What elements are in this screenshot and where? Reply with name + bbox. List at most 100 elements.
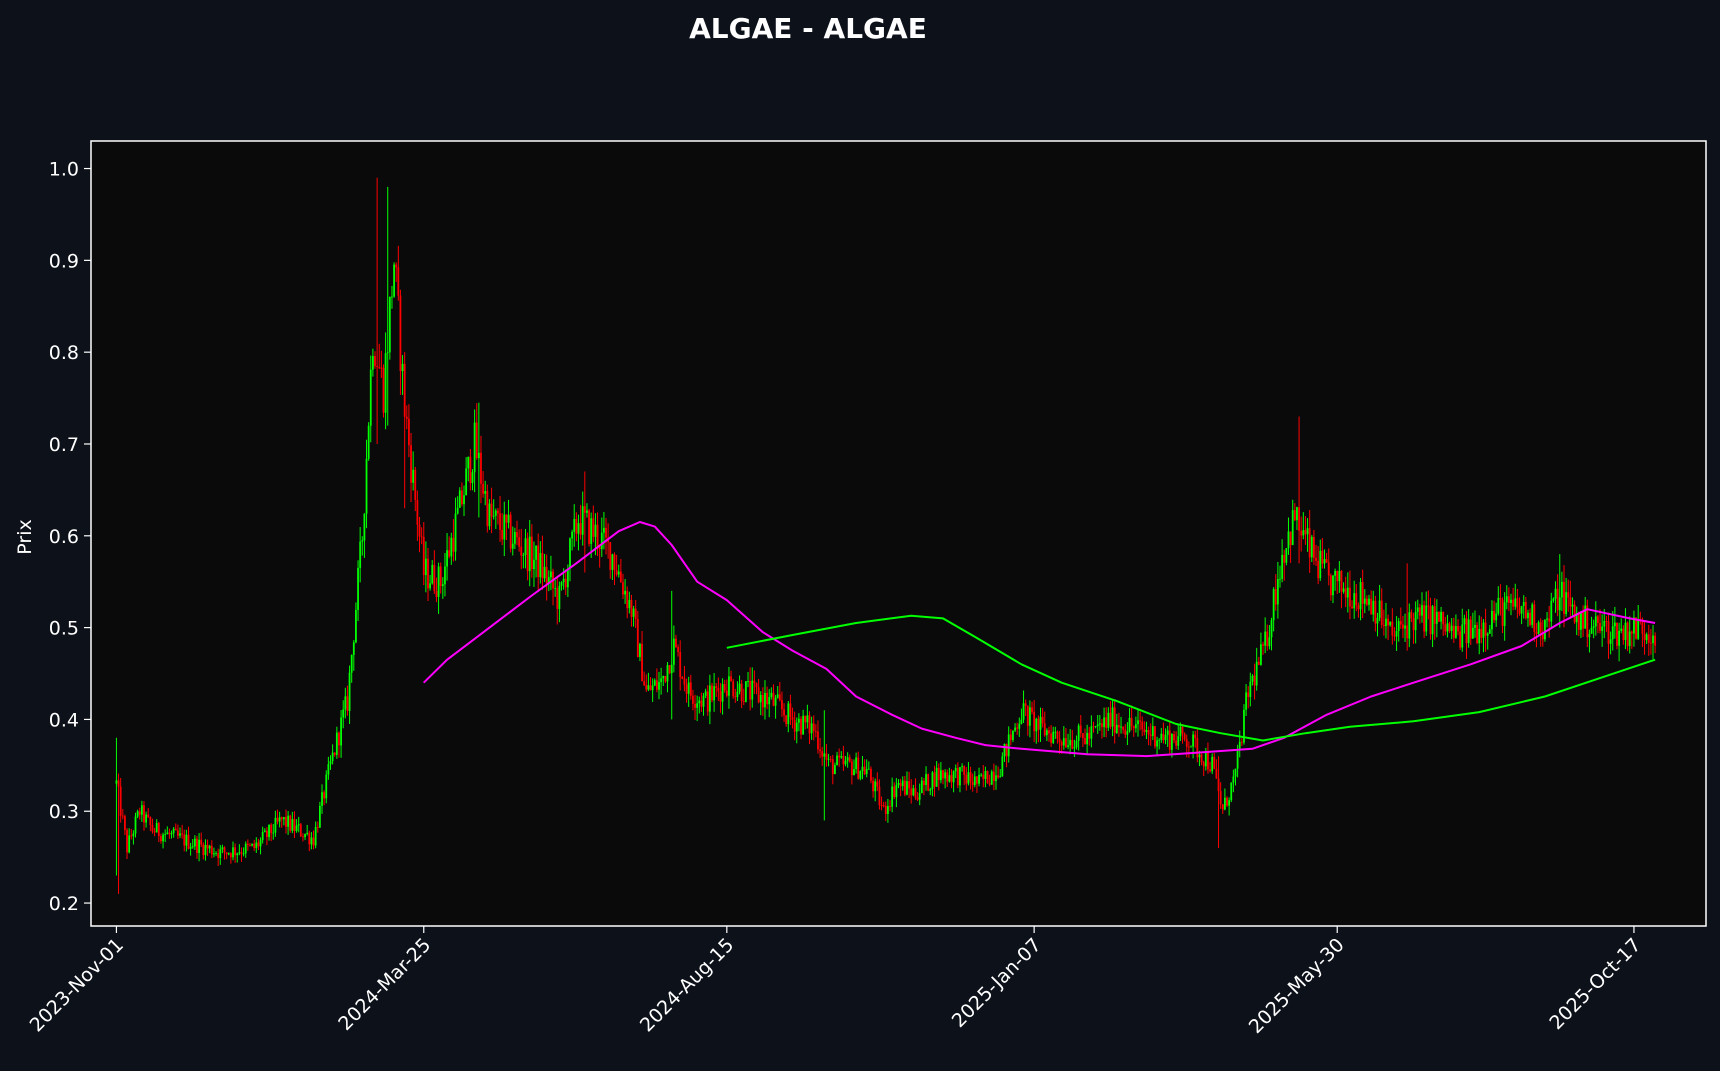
candle-body xyxy=(1380,600,1383,625)
candle-body xyxy=(901,780,904,787)
candle-body xyxy=(1128,717,1131,732)
candle-body xyxy=(266,830,268,837)
candle-body xyxy=(791,716,794,720)
candle-body xyxy=(1505,596,1508,603)
candle-body xyxy=(524,538,527,555)
candle-body xyxy=(1497,597,1500,614)
candle-body xyxy=(721,684,724,702)
candle-body xyxy=(450,537,453,557)
candle-body xyxy=(1234,768,1237,777)
candle-body xyxy=(681,677,684,679)
candle-body xyxy=(912,788,915,796)
candle-body xyxy=(1289,531,1292,546)
candle-body xyxy=(789,703,792,717)
candle-body xyxy=(1446,623,1449,632)
candle-body xyxy=(853,769,855,776)
candle-body xyxy=(751,680,754,700)
candle-body xyxy=(1173,734,1175,741)
candle-body xyxy=(1012,730,1014,740)
candle-body xyxy=(908,781,910,789)
candle-body xyxy=(185,834,188,846)
y-tick-label: 0.7 xyxy=(49,434,79,456)
y-tick-label: 0.3 xyxy=(49,801,79,823)
candle-body xyxy=(795,722,798,732)
candle-body xyxy=(1603,620,1606,627)
candle-body xyxy=(1016,727,1019,729)
candle-body xyxy=(191,846,194,848)
candle-body xyxy=(1056,731,1059,739)
candle-body xyxy=(1141,721,1144,730)
candle-body xyxy=(603,527,605,533)
candle-body xyxy=(1204,752,1207,767)
candle-body xyxy=(615,570,618,575)
candle-body xyxy=(1363,598,1366,604)
candle-body xyxy=(942,770,944,779)
candle-body xyxy=(1126,731,1129,735)
candle-body xyxy=(887,806,889,815)
candle-body xyxy=(263,830,266,833)
candle-body xyxy=(916,797,919,800)
candle-body xyxy=(1616,622,1618,646)
candle-body xyxy=(325,774,328,799)
candle-body xyxy=(550,571,552,578)
candle-body xyxy=(1597,616,1599,623)
candle-body xyxy=(541,553,544,579)
candle-body xyxy=(1442,611,1445,625)
candle-body xyxy=(418,524,421,537)
candle-body xyxy=(1376,617,1379,624)
candle-body xyxy=(609,542,612,570)
candle-body xyxy=(1062,738,1065,746)
candle-body xyxy=(422,536,425,576)
candle-body xyxy=(1633,617,1635,634)
candle-body xyxy=(723,684,726,691)
candle-body xyxy=(155,823,158,833)
candle-body xyxy=(465,468,468,496)
candle-body xyxy=(655,680,658,690)
candle-body xyxy=(1518,607,1521,614)
candle-body xyxy=(367,425,370,459)
candle-body xyxy=(668,665,671,674)
candle-body xyxy=(1435,611,1438,624)
candle-body xyxy=(1535,631,1538,634)
candle-body xyxy=(435,590,438,597)
candle-body xyxy=(865,768,868,775)
candle-body xyxy=(316,827,319,828)
candle-body xyxy=(1393,635,1396,637)
candle-body xyxy=(460,490,463,505)
candle-body xyxy=(1190,746,1192,748)
candle-body xyxy=(1389,621,1392,626)
candle-body xyxy=(193,838,196,847)
candle-body xyxy=(935,767,938,787)
candle-body xyxy=(992,771,995,782)
candle-body xyxy=(1107,712,1110,728)
candle-body xyxy=(1098,723,1101,725)
candle-body xyxy=(1575,613,1578,623)
candle-body xyxy=(124,816,126,830)
candle-body xyxy=(1304,530,1307,535)
candle-body xyxy=(429,583,432,589)
candle-body xyxy=(1421,605,1423,616)
candle-body xyxy=(823,753,826,757)
candle-body xyxy=(1245,692,1247,710)
candle-body xyxy=(819,749,821,752)
candle-body xyxy=(253,843,256,849)
candle-body xyxy=(1043,723,1046,736)
candle-body xyxy=(1232,776,1235,783)
candle-body xyxy=(562,578,565,583)
candle-body xyxy=(1020,719,1023,724)
candle-body xyxy=(808,715,811,734)
candle-body xyxy=(965,774,968,784)
candle-body xyxy=(694,703,696,708)
candle-body xyxy=(738,683,741,692)
candle-body xyxy=(1118,724,1120,728)
candle-body xyxy=(1317,560,1320,579)
candle-body xyxy=(132,833,135,837)
candle-body xyxy=(1213,756,1216,769)
candle-body xyxy=(831,759,834,775)
candle-body xyxy=(477,452,480,459)
candle-body xyxy=(448,550,451,557)
candle-body xyxy=(579,523,582,535)
candle-body xyxy=(1077,725,1080,741)
candle-body xyxy=(1607,621,1610,644)
candle-body xyxy=(634,608,637,619)
